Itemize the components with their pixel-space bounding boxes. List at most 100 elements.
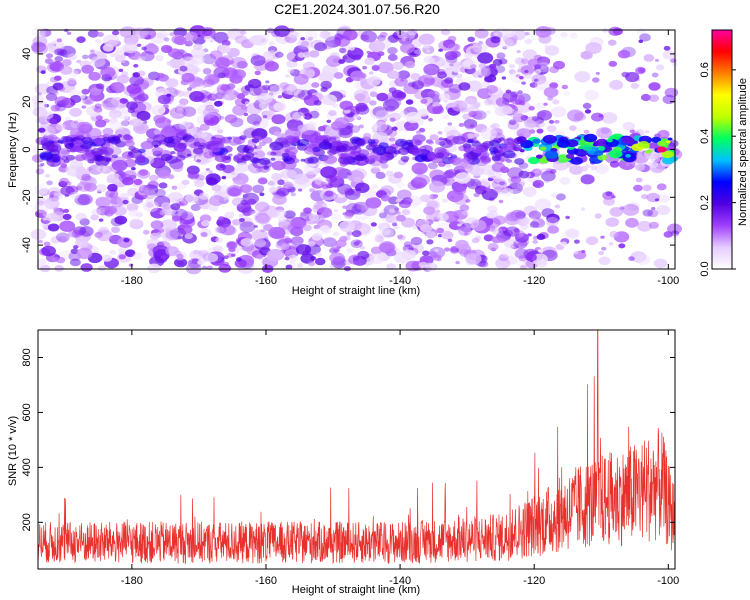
- heatmap-cell: [395, 211, 401, 215]
- heatmap-cell: [485, 110, 491, 115]
- heatmap-cell: [175, 159, 181, 163]
- heatmap-cell: [437, 234, 443, 238]
- heatmap-cell: [51, 256, 60, 263]
- heatmap-cell: [367, 139, 376, 145]
- heatmap-cell: [181, 179, 190, 185]
- heatmap-cell: [625, 71, 640, 83]
- heatmap-cell: [477, 52, 494, 64]
- heatmap-cell: [524, 217, 540, 229]
- heatmap-cell: [518, 100, 526, 106]
- heatmap-cell: [277, 216, 286, 222]
- heatmap-cell: [39, 28, 52, 37]
- heatmap-cell: [563, 91, 571, 97]
- heatmap-cell: [202, 84, 208, 88]
- heatmap-cell: [76, 59, 82, 64]
- heatmap-cell: [45, 53, 54, 59]
- heatmap-cell: [451, 61, 461, 69]
- heatmap-cell: [109, 120, 123, 130]
- heatmap-cell: [453, 209, 468, 220]
- heatmap-cell: [470, 64, 477, 69]
- heatmap-cell: [480, 155, 491, 163]
- heatmap-cell: [544, 45, 560, 56]
- heatmap-cell: [236, 257, 242, 262]
- heatmap-cell: [170, 203, 181, 211]
- heatmap-cell: [205, 253, 219, 263]
- heatmap-cell: [326, 119, 332, 124]
- heatmap-cell: [447, 122, 453, 126]
- snr-x-tick-label: -180: [121, 575, 143, 587]
- heatmap-cell: [357, 149, 370, 157]
- heatmap-cell: [544, 44, 549, 48]
- heatmap-cell: [182, 53, 194, 62]
- heatmap-cell: [457, 200, 465, 206]
- heatmap-cell: [487, 68, 499, 77]
- heatmap-cell: [348, 46, 355, 51]
- heatmap-cell: [276, 209, 287, 217]
- heatmap-cell: [444, 77, 454, 84]
- heatmap-cell: [215, 57, 231, 69]
- heatmap-cell: [552, 99, 560, 105]
- heatmap-cell: [546, 125, 557, 133]
- heatmap-cell: [339, 220, 355, 232]
- heatmap-cell: [428, 117, 433, 122]
- heatmap-cell: [466, 152, 479, 160]
- heatmap-cell: [252, 120, 261, 127]
- heatmap-cell: [281, 152, 290, 159]
- heatmap-cell: [69, 107, 82, 117]
- heatmap-cell: [584, 109, 592, 114]
- heatmap-cell: [271, 173, 282, 181]
- heatmap-cell: [49, 118, 57, 124]
- heatmap-cell: [444, 247, 451, 252]
- heatmap-cell: [240, 238, 253, 247]
- heatmap-cell: [208, 204, 219, 212]
- heatmap-cell: [499, 181, 506, 186]
- heatmap-cell: [57, 139, 64, 144]
- heatmap-cell: [44, 58, 53, 64]
- heatmap-cell: [379, 31, 388, 38]
- heatmap-cell: [633, 184, 643, 192]
- heatmap-cell: [442, 61, 454, 70]
- heatmap-cell: [415, 154, 428, 163]
- heatmap-cell: [150, 220, 164, 230]
- heatmap-cell: [122, 177, 134, 186]
- heatmap-cell: [490, 228, 497, 233]
- heatmap-cell: [487, 205, 498, 213]
- heatmap-cell: [112, 30, 120, 36]
- heatmap-cell: [227, 241, 236, 248]
- heatmap-cell: [382, 227, 396, 238]
- snr-x-tick-label: -160: [255, 575, 277, 587]
- heatmap-cell: [627, 202, 640, 211]
- heatmap-cell: [590, 165, 597, 171]
- heatmap-cell: [172, 186, 177, 190]
- heatmap-cell: [361, 90, 369, 96]
- heatmap-cell: [300, 158, 306, 162]
- spectrogram-x-tick-label: -160: [255, 275, 277, 287]
- heatmap-cell: [469, 124, 475, 128]
- heatmap-cell: [317, 74, 329, 83]
- heatmap-cell: [356, 240, 361, 244]
- heatmap-cell: [619, 206, 625, 210]
- heatmap-cell: [465, 95, 478, 105]
- heatmap-cell: [47, 143, 62, 153]
- heatmap-cell: [46, 86, 58, 95]
- heatmap-cell: [395, 138, 408, 147]
- heatmap-cell: [238, 213, 244, 218]
- heatmap-cell: [386, 263, 396, 271]
- heatmap-cell: [524, 72, 533, 79]
- heatmap-cell: [574, 239, 580, 244]
- heatmap-cell: [36, 197, 47, 205]
- heatmap-cell: [499, 37, 514, 49]
- heatmap-cell: [70, 95, 82, 103]
- heatmap-cell: [268, 41, 275, 46]
- spectrogram-x-tick-label: -140: [389, 275, 411, 287]
- heatmap-cell: [47, 59, 55, 65]
- heatmap-cell: [34, 83, 51, 95]
- heatmap-cell: [252, 184, 265, 194]
- heatmap-cell: [493, 32, 499, 36]
- heatmap-cell: [107, 183, 118, 192]
- heatmap-cell: [64, 143, 74, 149]
- heatmap-cell: [555, 193, 566, 201]
- spectrogram-y-tick-label: 20: [21, 96, 33, 108]
- spectrogram-x-ticks: -180 -160 -140 -120 -100: [121, 30, 679, 287]
- heatmap-cell: [478, 74, 483, 78]
